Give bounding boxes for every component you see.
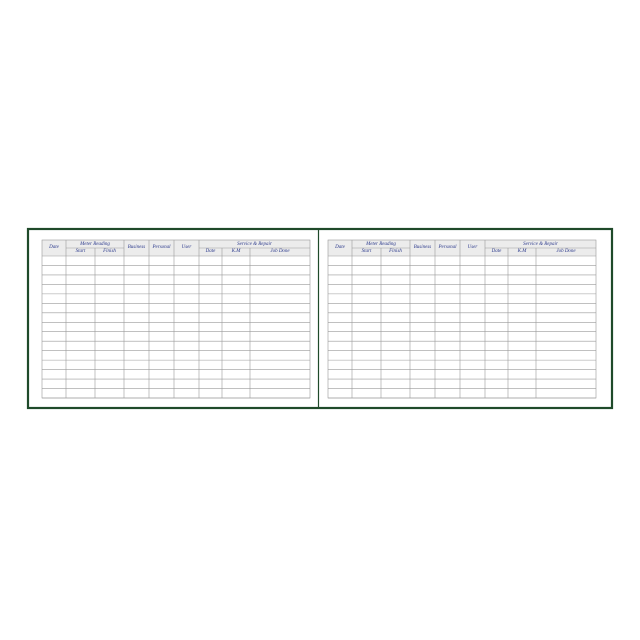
column-header: Date: [334, 245, 346, 250]
column-header: Service & Repair: [237, 242, 272, 247]
column-header: Personal: [437, 245, 457, 250]
column-header: Job Done: [556, 249, 576, 254]
column-header: Job Done: [270, 249, 290, 254]
column-header: Meter Reading: [365, 242, 396, 247]
pages: Date Meter Reading Start Finish Business Pers…: [41, 239, 597, 399]
column-header: Date: [205, 249, 217, 254]
column-header: Start: [362, 249, 372, 254]
column-header: K.M: [517, 249, 528, 254]
column-header: Service & Repair: [523, 242, 558, 247]
column-header: Start: [76, 249, 86, 254]
column-header: Finish: [388, 249, 402, 254]
column-header: Business: [414, 245, 432, 250]
column-header: Personal: [151, 245, 171, 250]
column-header: User: [468, 245, 478, 250]
book-cover: [26, 227, 614, 410]
header-band: [328, 240, 596, 256]
log-table: Date Meter Reading Start Finish Business Pers…: [327, 239, 597, 399]
column-header: Business: [128, 245, 146, 250]
header-band: [42, 240, 310, 256]
log-table: Date Meter Reading Start Finish Business Pers…: [41, 239, 311, 399]
column-header: Date: [491, 249, 503, 254]
column-header: User: [182, 245, 192, 250]
column-header: Meter Reading: [79, 242, 110, 247]
column-header: K.M: [231, 249, 242, 254]
column-header: Finish: [102, 249, 116, 254]
column-header: Date: [48, 245, 60, 250]
